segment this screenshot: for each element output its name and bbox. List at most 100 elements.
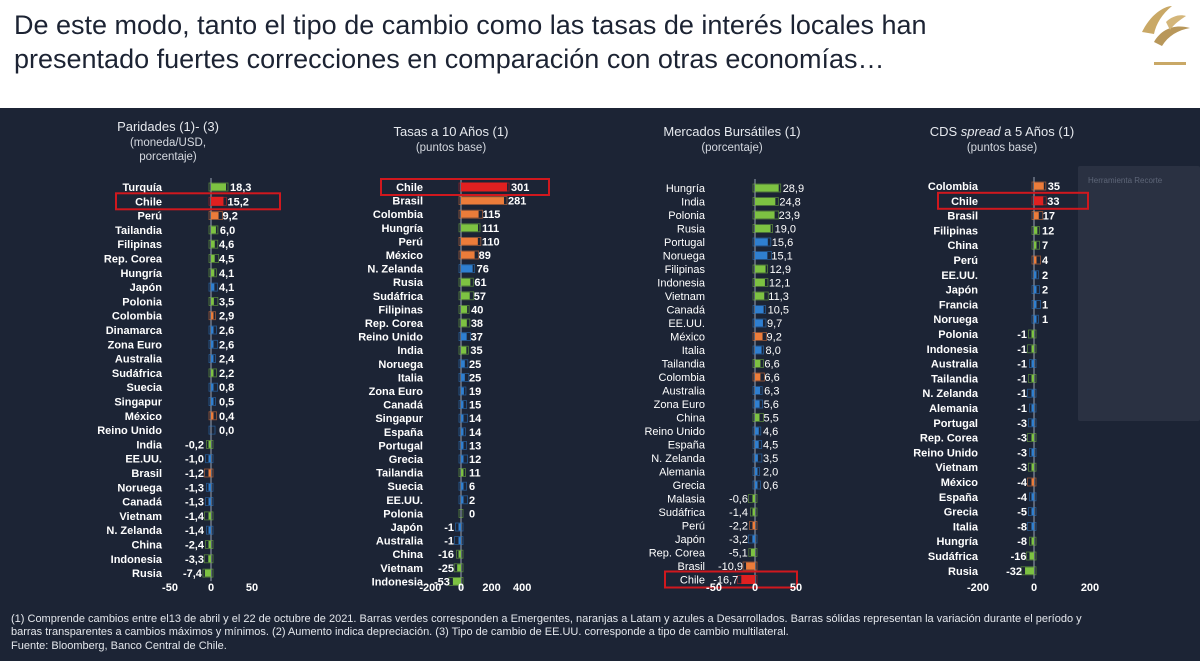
- category-label: Australia: [115, 354, 163, 366]
- category-label: España: [939, 492, 979, 504]
- bar: [1034, 196, 1044, 206]
- category-label: Italia: [398, 372, 424, 384]
- category-label: Italia: [682, 345, 706, 357]
- category-label: Polonia: [668, 210, 706, 222]
- bar: [755, 468, 758, 475]
- bar: [211, 269, 215, 277]
- category-label: Tailandia: [115, 225, 163, 237]
- bar: [211, 398, 214, 405]
- category-label: Perú: [138, 211, 162, 223]
- range-bar: [208, 354, 216, 364]
- range-bar: [1028, 329, 1037, 339]
- bar: [746, 562, 755, 570]
- range-bar: [458, 196, 508, 205]
- range-bar: [1027, 521, 1037, 531]
- bar: [211, 412, 214, 420]
- category-label: España: [668, 440, 706, 452]
- bar: [755, 211, 775, 219]
- category-label: Noruega: [378, 359, 424, 371]
- category-label: Alemania: [929, 403, 979, 415]
- value-label: 14: [469, 427, 482, 439]
- bar: [1031, 360, 1034, 368]
- range-bar: [205, 497, 214, 507]
- bar: [461, 182, 508, 192]
- category-label: Tailandia: [931, 373, 979, 385]
- bar: [461, 428, 464, 436]
- x-tick-label: -200: [419, 582, 441, 594]
- bar: [1034, 256, 1037, 264]
- value-label: 2,6: [219, 325, 234, 337]
- range-bar: [752, 386, 763, 395]
- bar: [211, 240, 215, 248]
- category-label: Singapur: [375, 413, 423, 425]
- bar: [755, 265, 766, 273]
- range-bar: [752, 413, 764, 422]
- value-label: 37: [471, 332, 483, 344]
- value-label: 1: [1042, 299, 1048, 311]
- value-label: 19: [469, 386, 481, 398]
- category-label: Noruega: [117, 482, 163, 494]
- category-label: N. Zelanda: [922, 388, 979, 400]
- bar: [755, 333, 763, 340]
- range-bar: [208, 268, 217, 278]
- value-label: -1: [1017, 329, 1027, 341]
- range-bar: [1020, 566, 1037, 576]
- range-bar: [1028, 507, 1037, 517]
- category-label: Japón: [391, 522, 424, 534]
- category-label: Rep. Corea: [104, 254, 163, 266]
- value-label: -8: [1017, 536, 1027, 548]
- x-tick-label: -50: [706, 582, 722, 594]
- range-bar: [748, 494, 758, 503]
- value-label: -1,0: [185, 454, 204, 466]
- range-bar: [458, 264, 476, 274]
- category-label: Malasia: [667, 494, 706, 506]
- bar: [755, 292, 765, 300]
- range-bar: [208, 254, 220, 263]
- category-label: Japón: [130, 282, 163, 294]
- category-label: Perú: [954, 255, 978, 267]
- value-label: 4,1: [219, 268, 234, 280]
- bar: [461, 373, 465, 381]
- range-bar: [752, 372, 765, 382]
- value-label: 6: [469, 481, 475, 493]
- range-bar: [208, 311, 216, 321]
- chart-title: Tasas a 10 Años (1): [394, 124, 509, 139]
- category-label: Tailandia: [376, 468, 424, 480]
- category-label: Zona Euro: [108, 339, 163, 351]
- value-label: 9,7: [767, 318, 782, 330]
- charts-svg: Paridades (1)- (3) (moneda/USD, porcentaje…: [97, 119, 1099, 594]
- range-bar: [458, 454, 468, 464]
- bar: [211, 340, 214, 348]
- range-bar: [752, 291, 769, 301]
- value-label: -1: [1017, 403, 1027, 415]
- value-label: 15,1: [771, 251, 792, 263]
- category-label: Turquía: [122, 182, 162, 194]
- range-bar: [752, 453, 763, 463]
- range-bar: [752, 426, 762, 436]
- value-label: -7,4: [183, 568, 203, 580]
- category-label: Sudáfrica: [659, 507, 706, 519]
- range-bar: [458, 223, 481, 233]
- value-label: -16,7: [713, 575, 738, 587]
- value-label: 57: [474, 291, 486, 303]
- bar: [211, 283, 215, 291]
- value-label: 25: [469, 372, 481, 384]
- category-label: Polonia: [938, 329, 979, 341]
- range-bar: [458, 427, 466, 437]
- range-bar: [455, 522, 464, 532]
- footnote-line-3: Fuente: Bloomberg, Banco Central de Chil…: [11, 639, 227, 652]
- bar: [1031, 478, 1034, 486]
- category-label: Hungría: [666, 183, 706, 195]
- value-label: 4,6: [763, 426, 778, 438]
- chart-title: Mercados Bursátiles (1): [663, 124, 800, 139]
- category-label: EE.UU.: [125, 454, 162, 466]
- range-bar: [1029, 447, 1037, 457]
- bar: [458, 550, 461, 558]
- category-label: Chile: [680, 575, 705, 587]
- category-label: Indonesia: [372, 576, 424, 588]
- value-label: 24,8: [779, 197, 800, 209]
- category-label: México: [670, 332, 705, 344]
- bar: [461, 482, 464, 490]
- value-label: -3,3: [185, 554, 204, 566]
- value-label: 0: [469, 508, 475, 520]
